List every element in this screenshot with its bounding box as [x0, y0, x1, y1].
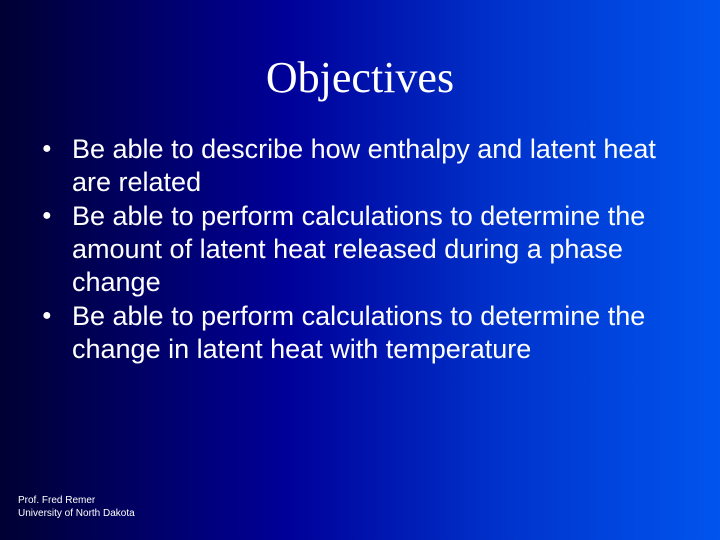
footer-author: Prof. Fred Remer	[18, 494, 135, 507]
slide-content: Be able to describe how enthalpy and lat…	[0, 133, 720, 366]
list-item: Be able to describe how enthalpy and lat…	[42, 133, 690, 199]
list-item: Be able to perform calculations to deter…	[42, 200, 690, 299]
objectives-list: Be able to describe how enthalpy and lat…	[42, 133, 690, 366]
footer-institution: University of North Dakota	[18, 507, 135, 520]
slide-title: Objectives	[0, 0, 720, 133]
slide-footer: Prof. Fred Remer University of North Dak…	[18, 494, 135, 520]
list-item: Be able to perform calculations to deter…	[42, 300, 690, 366]
